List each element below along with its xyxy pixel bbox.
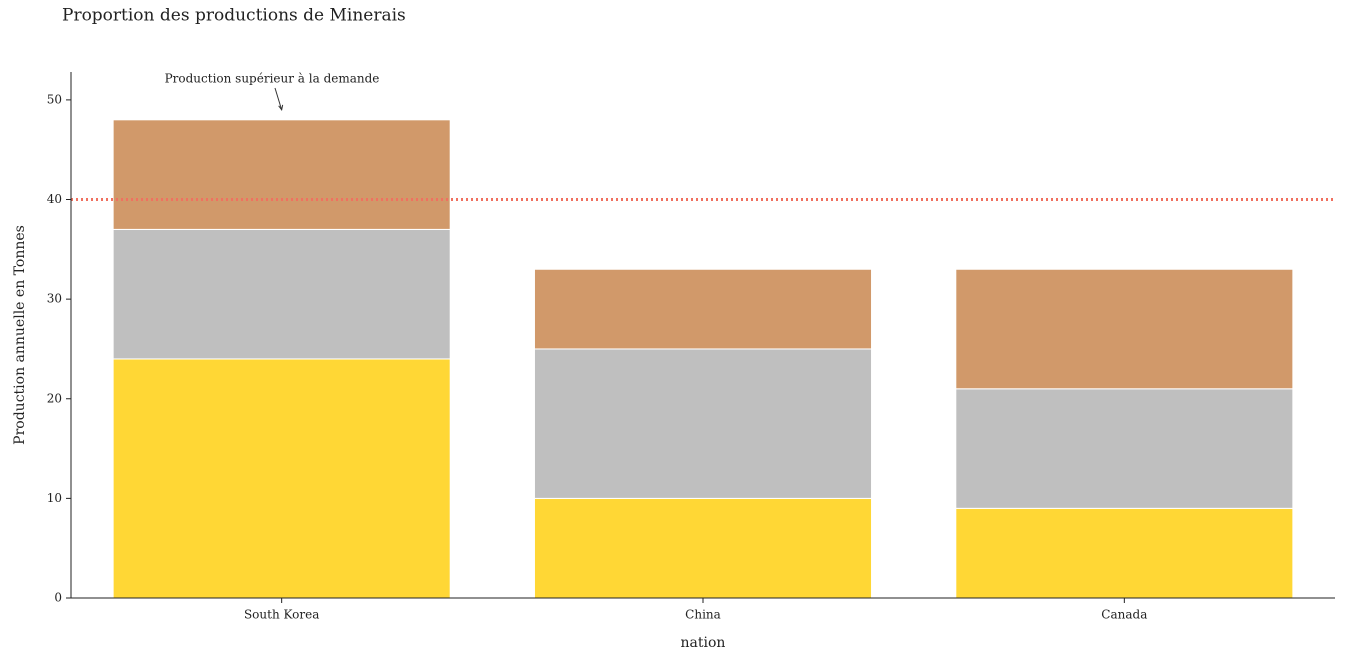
x-tick-label: Canada [1101, 608, 1147, 622]
y-tick-label: 40 [47, 192, 62, 206]
bar-segment [533, 268, 873, 350]
annotation: Production supérieur à la demande [165, 72, 380, 86]
bar-segment [533, 497, 873, 599]
y-tick-label: 10 [47, 491, 62, 505]
bar-segment [533, 348, 873, 499]
annotation-arrow [274, 87, 283, 111]
bar-segment [112, 119, 451, 230]
y-tick-label: 0 [54, 591, 62, 605]
x-tick-label: China [685, 608, 721, 622]
annotation-arrowhead [278, 104, 284, 112]
bar-segment [955, 268, 1294, 390]
y-tick-label: 20 [47, 391, 62, 405]
bar-segment [112, 228, 451, 360]
bar-segment [955, 388, 1294, 509]
x-axis-label: nation [681, 635, 726, 651]
x-tick-label: South Korea [244, 608, 319, 622]
chart-title: Proportion des productions de Minerais [62, 6, 406, 26]
y-axis-label: Production annuelle en Tonnes [12, 225, 28, 445]
bar-segment [955, 507, 1294, 599]
bar-segment [112, 358, 451, 599]
y-tick-label: 50 [47, 92, 62, 106]
y-tick-label: 30 [47, 292, 62, 306]
